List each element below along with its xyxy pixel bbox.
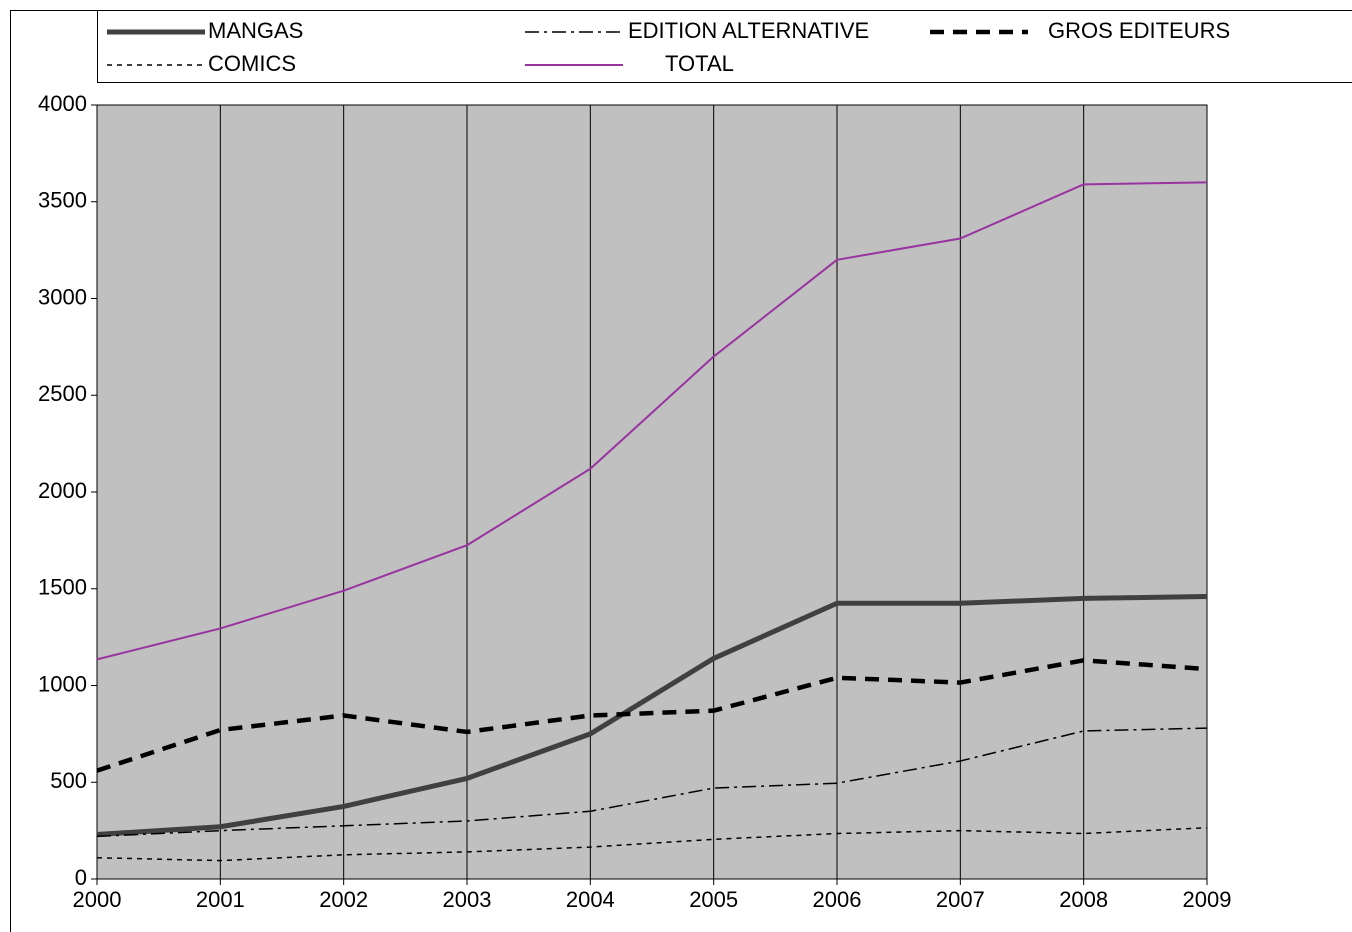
series-line [96,727,1208,838]
x-tick-label: 2005 [689,887,738,912]
x-tick-label: 2004 [566,887,615,912]
legend-label: EDITION ALTERNATIVE [628,18,869,43]
x-tick-label: 2006 [813,887,862,912]
y-tick-label: 1500 [38,575,87,600]
y-tick-label: 4000 [38,91,87,116]
y-tick-label: 3500 [38,188,87,213]
legend [97,10,1352,83]
x-tick-label: 2009 [1183,887,1232,912]
series-line [96,658,1208,773]
x-tick-label: 2001 [196,887,245,912]
y-tick-label: 0 [75,865,87,890]
x-tick-label: 2007 [936,887,985,912]
y-tick-label: 2000 [38,478,87,503]
series-line [96,593,1208,837]
legend-label: TOTAL [665,51,734,76]
series-line [96,181,1208,661]
plot-area [96,104,1208,880]
y-tick-label: 500 [50,768,87,793]
y-tick-label: 2500 [38,381,87,406]
x-tick-label: 2000 [73,887,122,912]
y-tick-label: 3000 [38,284,87,309]
legend-label: GROS EDITEURS [1048,18,1230,43]
legend-label: MANGAS [208,18,303,43]
x-tick-label: 2002 [319,887,368,912]
legend-label: COMICS [208,51,296,76]
x-tick-label: 2003 [443,887,492,912]
x-tick-label: 2008 [1059,887,1108,912]
y-tick-label: 1000 [38,671,87,696]
